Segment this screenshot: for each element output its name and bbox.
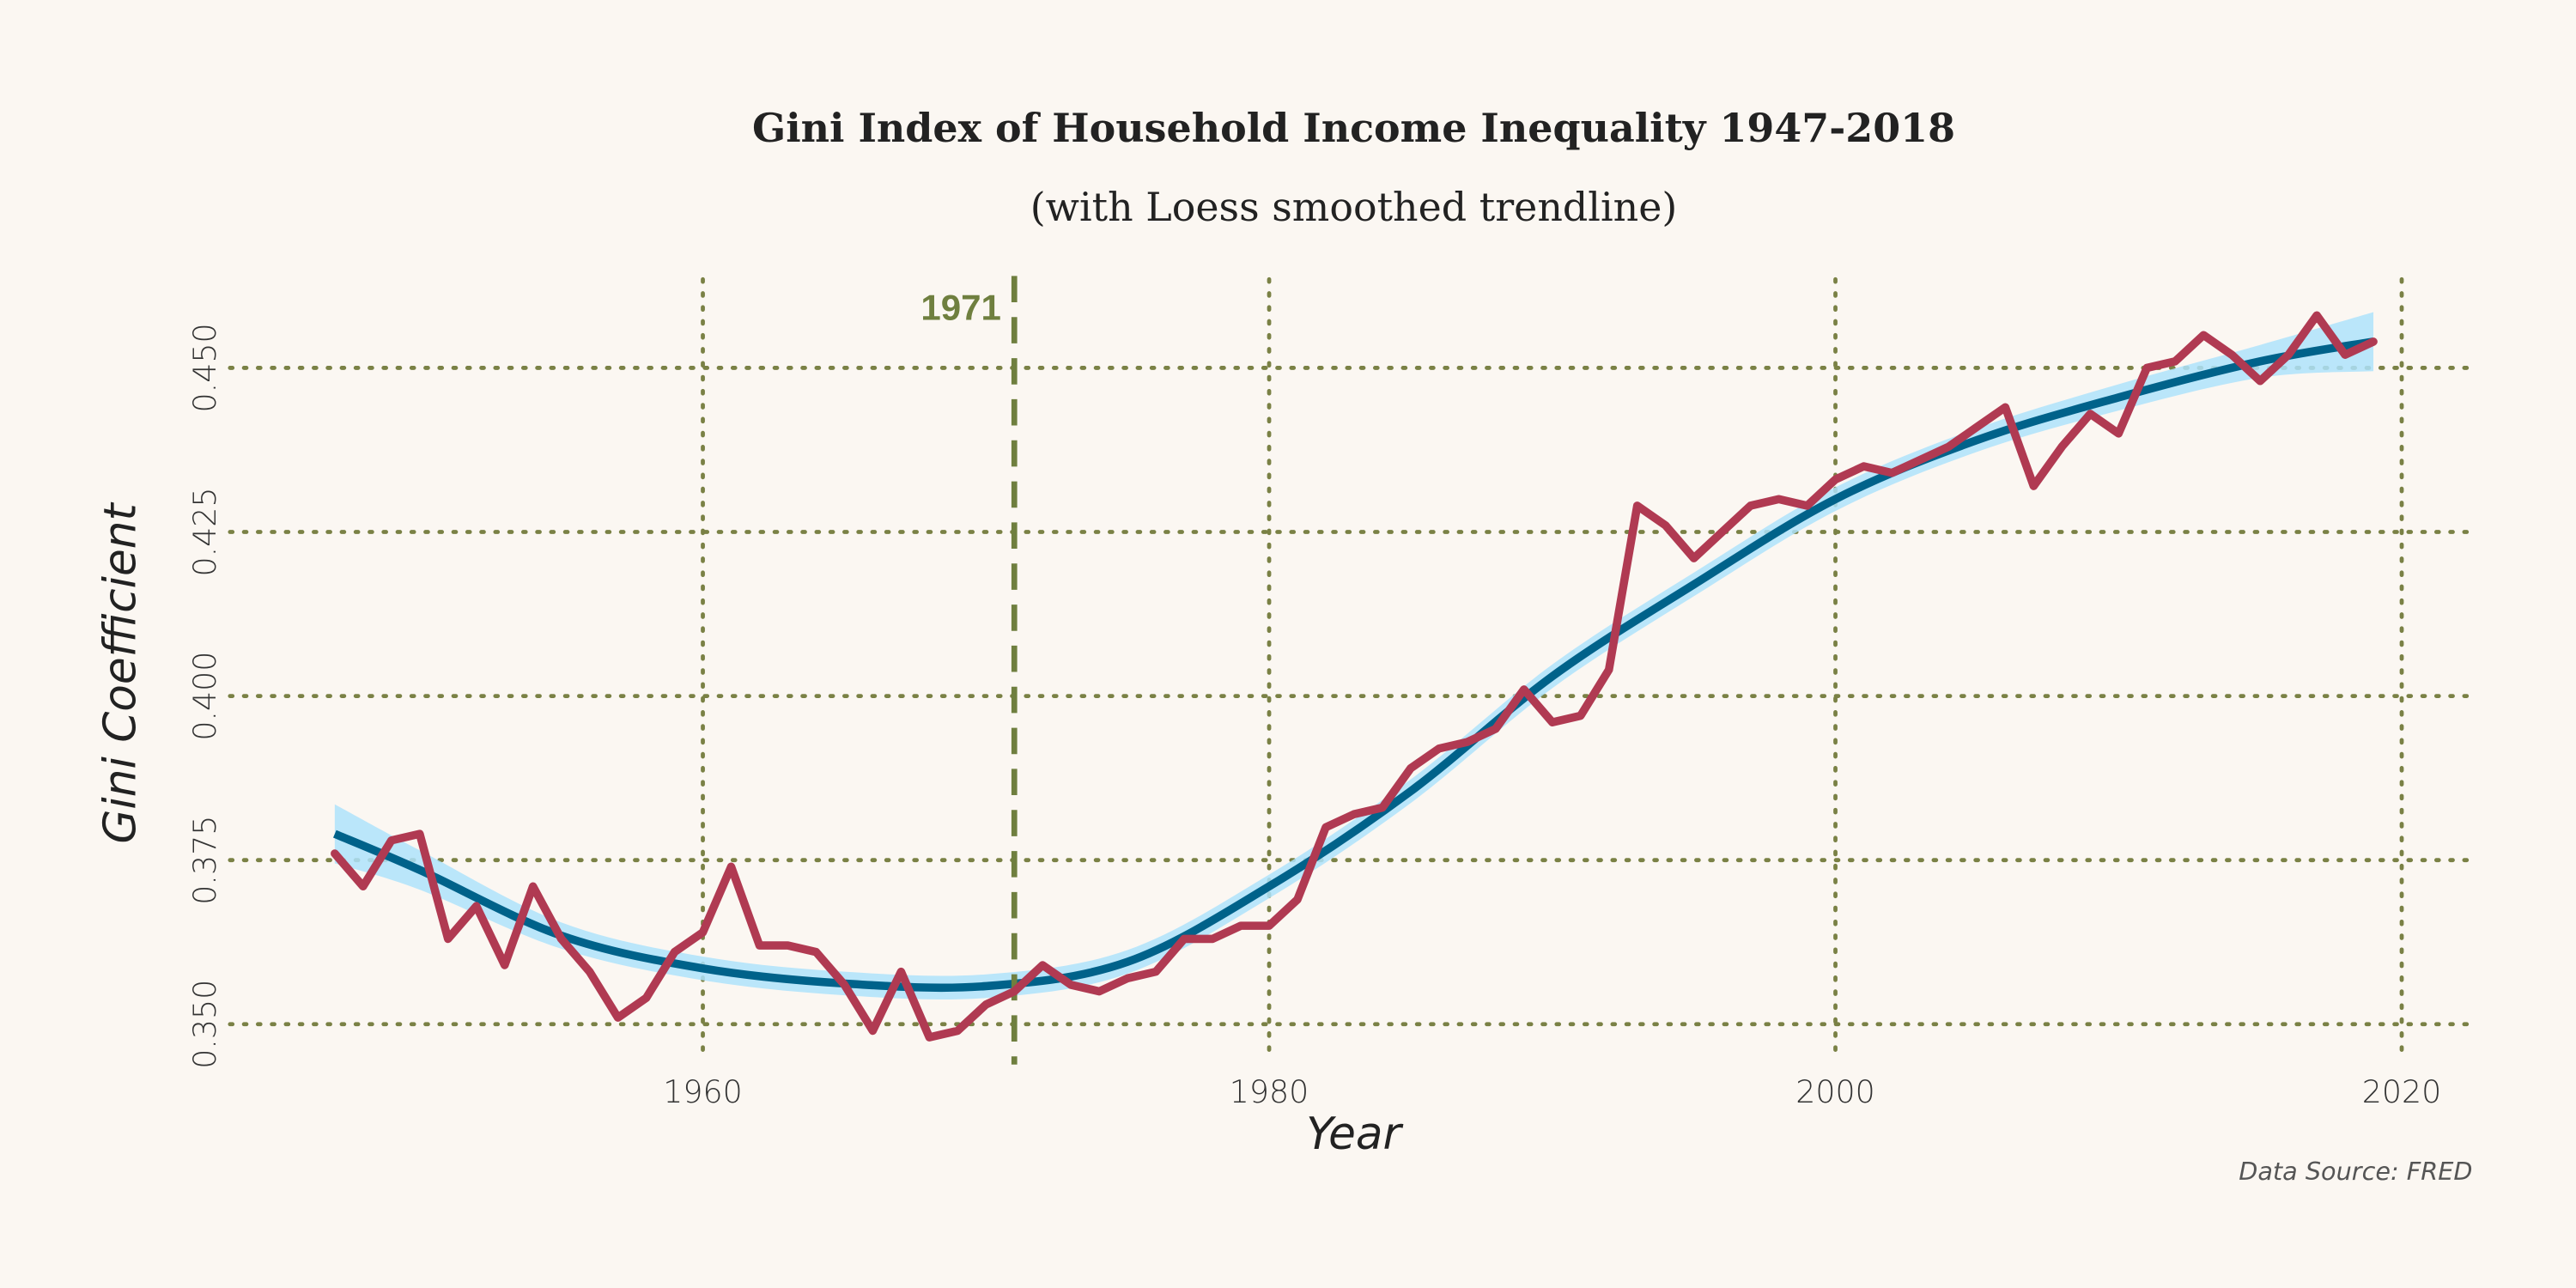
reference-label: 1971 — [920, 288, 1001, 328]
x-tick-label: 2000 — [1795, 1073, 1875, 1110]
y-tick-label: 0.375 — [186, 816, 223, 905]
data-line — [331, 311, 2378, 1042]
y-tick-label: 0.400 — [186, 652, 223, 741]
chart-subtitle: (with Loess smoothed trendline) — [1030, 184, 1678, 230]
chart-title: Gini Index of Household Income Inequalit… — [752, 105, 1955, 151]
x-axis-title: Year — [1306, 1109, 1403, 1160]
y-tick-label: 0.350 — [186, 980, 223, 1069]
x-tick-label: 2020 — [2362, 1073, 2442, 1110]
x-tick-label: 1960 — [663, 1073, 743, 1110]
x-tick-label: 1980 — [1230, 1073, 1309, 1110]
y-axis-title: Gini Coefficient — [94, 501, 146, 843]
trend-line — [332, 337, 2374, 993]
y-tick-label: 0.450 — [186, 323, 223, 412]
y-tick-label: 0.425 — [186, 488, 223, 577]
source-note: Data Source: FRED — [2239, 1157, 2472, 1186]
